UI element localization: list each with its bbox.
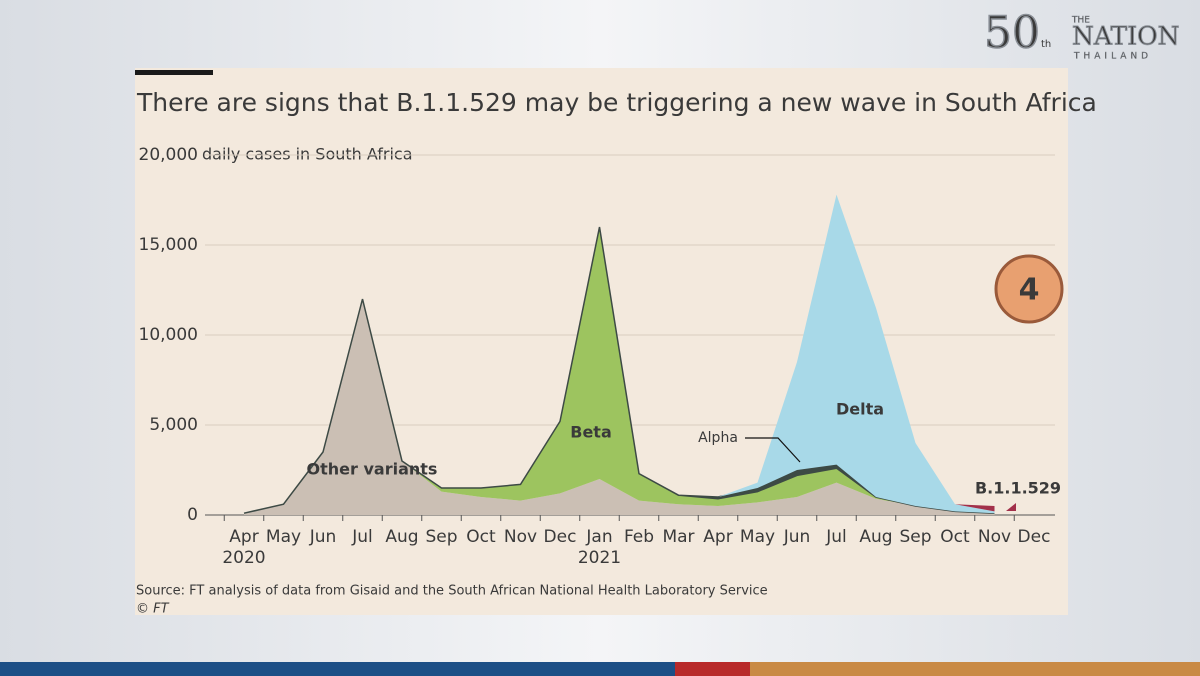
logo-number: 50 bbox=[984, 8, 1040, 59]
x-tick-label: Jun bbox=[783, 527, 811, 547]
logo-name: NATION bbox=[1072, 22, 1179, 51]
x-tick-label: Oct bbox=[466, 527, 496, 547]
x-tick-label: Mar bbox=[662, 527, 694, 547]
x-tick-label: Nov bbox=[504, 527, 537, 547]
y-tick-label: 20,000 bbox=[139, 145, 198, 165]
x-tick-label: Nov bbox=[978, 527, 1011, 547]
x-tick-label: Apr bbox=[229, 527, 258, 547]
badge-number: 4 bbox=[1019, 273, 1040, 308]
x-tick-label: May bbox=[740, 527, 775, 547]
logo-the: THE bbox=[1071, 16, 1090, 26]
y-tick-label: 10,000 bbox=[139, 325, 198, 345]
area bbox=[244, 299, 995, 515]
x-tick-label: May bbox=[266, 527, 301, 547]
x-tick-label: Dec bbox=[1018, 527, 1051, 547]
badge bbox=[994, 254, 1064, 324]
x-tick-label: Jan bbox=[585, 527, 612, 547]
x-tick-label: Jun bbox=[309, 527, 337, 547]
x-tick-label: Jul bbox=[351, 527, 373, 547]
y-label: daily cases in South Africa bbox=[202, 145, 413, 164]
x-tick-label: Aug bbox=[859, 527, 892, 547]
chart-title: There are signs that B.1.1.529 may be tr… bbox=[136, 88, 1097, 117]
marker bbox=[1006, 503, 1016, 511]
strip-blue bbox=[0, 662, 675, 676]
x-tick-label: Sep bbox=[899, 527, 931, 547]
x-tick-label: Dec bbox=[544, 527, 577, 547]
y-tick-label: 5,000 bbox=[149, 415, 198, 435]
title-bar bbox=[135, 70, 213, 75]
x-year-label: 2020 bbox=[222, 548, 265, 568]
strip-red bbox=[675, 662, 750, 676]
series-label: Beta bbox=[570, 423, 612, 442]
logo-country: THAILAND bbox=[1073, 52, 1152, 62]
x-tick-label: Apr bbox=[703, 527, 732, 547]
strip-orange bbox=[750, 662, 1200, 676]
x-tick-label: Aug bbox=[385, 527, 418, 547]
y-tick-label: 0 bbox=[187, 505, 198, 525]
logo-suffix: th bbox=[1041, 39, 1051, 50]
x-tick-label: Jul bbox=[825, 527, 847, 547]
area bbox=[244, 227, 995, 514]
source: Source: FT analysis of data from Gisaid … bbox=[136, 584, 768, 599]
credit: © FT bbox=[136, 602, 170, 617]
area bbox=[244, 194, 995, 514]
series-label: B.1.1.529 bbox=[975, 479, 1061, 498]
leader-line bbox=[745, 437, 801, 463]
series-label: Alpha bbox=[698, 430, 738, 446]
x-tick-label: Oct bbox=[940, 527, 970, 547]
series-label: Other variants bbox=[307, 460, 438, 479]
y-tick-label: 15,000 bbox=[139, 235, 198, 255]
x-tick-label: Sep bbox=[425, 527, 457, 547]
x-tick-label: Feb bbox=[624, 527, 654, 547]
x-year-label: 2021 bbox=[578, 548, 621, 568]
series-label: Delta bbox=[836, 400, 884, 419]
